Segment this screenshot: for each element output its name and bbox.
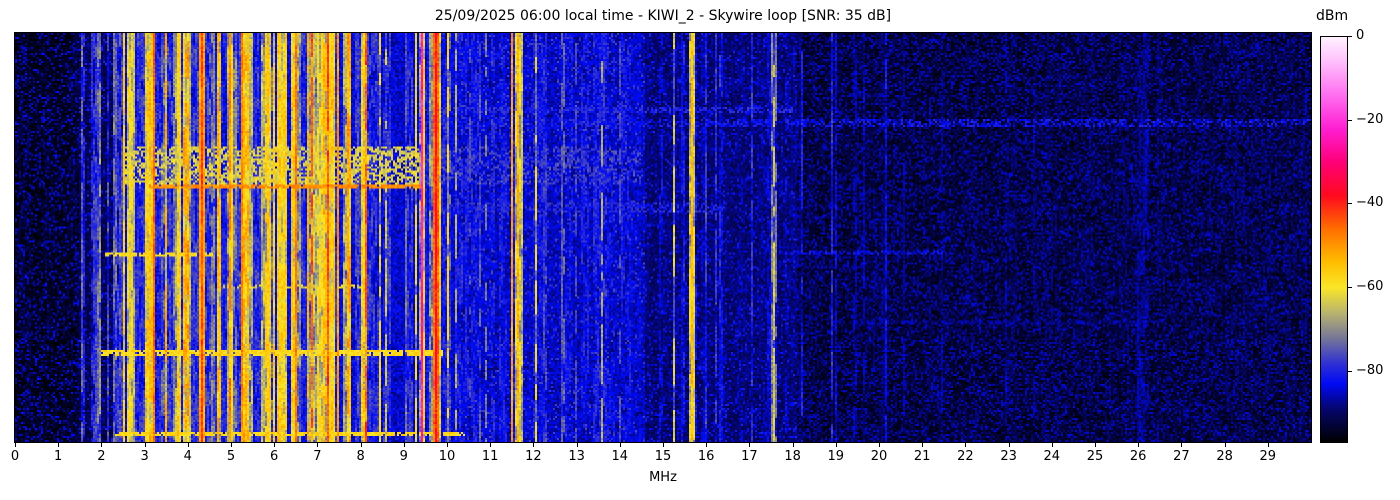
x-tick [663, 443, 664, 447]
x-tick [187, 443, 189, 447]
x-tick [447, 443, 448, 447]
x-tick-label: 12 [525, 449, 542, 464]
colorbar-tick-label: 0 [1356, 28, 1365, 43]
x-tick [274, 443, 276, 447]
x-tick-label: 20 [870, 449, 888, 464]
x-tick-label: 11 [481, 449, 499, 464]
x-tick [835, 443, 837, 447]
colorbar-tick [1348, 36, 1352, 37]
x-tick-label: 18 [784, 449, 801, 464]
colorbar-tick-label: −80 [1356, 362, 1384, 378]
x-tick-label: 17 [741, 449, 758, 464]
x-tick-label: 4 [183, 449, 192, 464]
x-tick [1051, 443, 1053, 447]
chart-title: 25/09/2025 06:00 local time - KIWI_2 - S… [434, 8, 892, 24]
x-tick-label: 10 [438, 449, 456, 464]
x-tick [1095, 443, 1096, 447]
colorbar-tick [1348, 119, 1352, 121]
x-tick-label: 15 [654, 449, 672, 464]
x-tick [490, 443, 492, 447]
x-tick-label: 0 [10, 449, 20, 464]
x-tick-label: 13 [568, 449, 585, 464]
x-tick [144, 443, 146, 447]
colorbar-tick [1348, 370, 1352, 372]
x-tick-label: 1 [54, 449, 63, 464]
colorbar-tick [1348, 203, 1352, 205]
x-tick-label: 6 [270, 449, 279, 464]
x-tick [231, 443, 232, 447]
colorbar-gradient [1321, 37, 1347, 442]
x-tick [317, 443, 319, 447]
x-tick [706, 443, 708, 447]
x-tick [360, 443, 362, 447]
x-tick-label: 22 [957, 449, 974, 464]
colorbar-tick-label: −60 [1356, 279, 1384, 295]
colorbar-tick [1348, 287, 1352, 289]
x-tick-label: 14 [611, 449, 629, 464]
x-tick [1138, 443, 1140, 447]
x-tick-label: 24 [1043, 449, 1061, 464]
x-tick-label: 3 [140, 449, 149, 464]
x-tick-label: 27 [1173, 449, 1190, 464]
x-tick [576, 443, 578, 447]
x-tick [922, 443, 924, 447]
x-tick [965, 443, 967, 447]
plot-area [14, 32, 1312, 443]
x-tick [879, 443, 880, 447]
x-tick-label: 29 [1259, 449, 1277, 464]
colorbar-tick-label: −40 [1356, 195, 1384, 211]
x-tick-label: 8 [356, 449, 365, 464]
x-tick [403, 443, 405, 447]
x-tick-label: 2 [97, 449, 106, 464]
colorbar [1320, 36, 1348, 443]
colorbar-tick-label: −20 [1356, 111, 1384, 127]
x-axis-label: MHz [649, 470, 677, 485]
x-tick-label: 21 [913, 449, 931, 464]
colorbar-label: dBm [1316, 8, 1349, 24]
x-tick-label: 16 [697, 449, 715, 464]
x-tick [792, 443, 794, 447]
x-tick [619, 443, 621, 447]
x-tick-label: 26 [1129, 449, 1147, 464]
x-tick-label: 23 [1000, 449, 1017, 464]
x-tick [101, 443, 103, 447]
x-tick-label: 7 [313, 449, 322, 464]
x-tick [1224, 443, 1226, 447]
x-tick-label: 25 [1086, 449, 1104, 464]
spectrogram-canvas [15, 33, 1311, 442]
x-tick [1267, 443, 1269, 447]
x-tick [1181, 443, 1183, 447]
x-tick-label: 19 [827, 449, 845, 464]
x-tick-label: 9 [399, 449, 408, 464]
x-tick-label: 5 [226, 449, 236, 464]
x-tick [533, 443, 535, 447]
x-tick [15, 443, 16, 447]
x-tick [1008, 443, 1010, 447]
x-tick [58, 443, 60, 447]
x-tick [749, 443, 751, 447]
x-tick-label: 28 [1216, 449, 1233, 464]
